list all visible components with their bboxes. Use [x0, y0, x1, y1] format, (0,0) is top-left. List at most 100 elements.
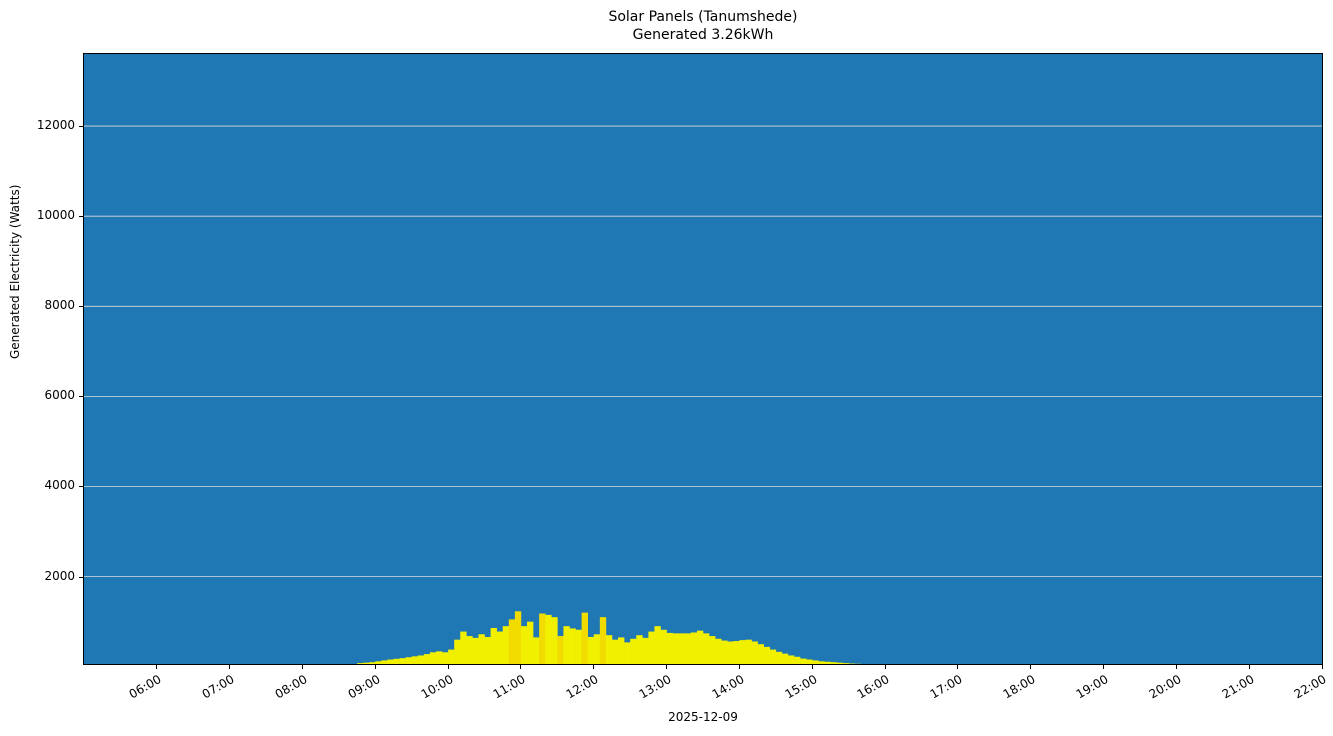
data-bar — [599, 617, 607, 664]
data-bar — [818, 661, 825, 664]
x-tick-mark — [520, 665, 522, 669]
chart-title-line1: Solar Panels (Tanumshede) — [608, 9, 798, 25]
x-tick-mark — [229, 665, 231, 669]
data-bar — [715, 638, 722, 664]
y-tick-mark — [79, 576, 83, 578]
data-bar — [448, 649, 455, 664]
data-bar — [381, 660, 388, 664]
data-bar — [557, 636, 564, 664]
data-bar — [508, 619, 516, 664]
data-bar — [575, 629, 582, 664]
data-bar — [794, 656, 801, 664]
data-bar — [514, 611, 522, 664]
x-tick-mark — [447, 665, 449, 669]
data-bar — [411, 656, 419, 664]
x-tick-mark — [374, 665, 376, 669]
data-bar — [727, 641, 734, 664]
data-bar — [533, 637, 540, 664]
x-tick-mark — [738, 665, 740, 669]
x-tick-mark — [1248, 665, 1250, 669]
data-bar — [478, 634, 485, 664]
data-bar — [836, 662, 843, 664]
data-bar — [429, 652, 437, 664]
x-tick-mark — [957, 665, 959, 669]
data-bar — [502, 626, 510, 664]
x-tick-label: 18:00 — [1000, 672, 1038, 702]
x-tick-mark — [884, 665, 886, 669]
data-bar — [806, 659, 813, 664]
x-tick-label: 15:00 — [782, 672, 820, 702]
data-bar — [496, 631, 504, 664]
data-bar — [417, 655, 425, 664]
data-bar — [666, 632, 673, 664]
chart-title: Solar Panels (Tanumshede) Generated 3.26… — [83, 8, 1323, 44]
x-tick-label: 19:00 — [1073, 672, 1111, 702]
data-bar — [830, 662, 837, 664]
data-bar — [605, 635, 613, 664]
y-tick-label: 12000 — [36, 118, 75, 133]
y-tick-mark — [79, 306, 83, 308]
data-bar — [405, 657, 413, 664]
data-bar — [618, 637, 625, 664]
data-bar — [660, 629, 667, 664]
x-tick-mark — [1321, 665, 1323, 669]
data-bar — [399, 658, 406, 664]
plot-background — [84, 54, 1322, 664]
data-bar — [587, 636, 595, 664]
data-bar — [824, 661, 831, 664]
data-bar — [630, 638, 637, 664]
bar-series — [84, 54, 1322, 664]
data-bar — [387, 659, 394, 664]
data-bar — [484, 636, 491, 664]
x-tick-label: 16:00 — [855, 672, 893, 702]
data-bar — [812, 660, 819, 664]
data-bar — [684, 633, 692, 664]
data-bar — [781, 653, 789, 664]
data-bar — [472, 637, 479, 664]
data-bar — [369, 662, 376, 664]
data-bar — [423, 654, 431, 664]
x-tick-label: 12:00 — [563, 672, 601, 702]
data-bar — [636, 635, 643, 664]
x-tick-label: 11:00 — [490, 672, 528, 702]
x-tick-label: 06:00 — [126, 672, 164, 702]
data-bar — [563, 626, 570, 664]
data-bar — [690, 632, 698, 664]
y-tick-mark — [79, 396, 83, 398]
data-bar — [490, 627, 497, 664]
x-tick-label: 20:00 — [1146, 672, 1184, 702]
x-tick-label: 09:00 — [345, 672, 383, 702]
y-tick-label: 8000 — [44, 298, 75, 313]
data-bar — [678, 633, 686, 664]
y-tick-label: 4000 — [44, 478, 75, 493]
x-tick-label: 14:00 — [709, 672, 747, 702]
data-bar — [569, 628, 576, 664]
data-bar — [757, 644, 764, 664]
y-tick-label: 2000 — [44, 568, 75, 583]
data-bar — [581, 612, 588, 664]
data-bar — [551, 617, 558, 664]
data-bar — [654, 626, 661, 664]
data-bar — [363, 662, 370, 664]
x-tick-label: 22:00 — [1292, 672, 1329, 702]
data-bar — [611, 639, 619, 664]
x-tick-label: 13:00 — [636, 672, 674, 702]
x-tick-mark — [666, 665, 668, 669]
data-bar — [442, 652, 449, 664]
data-bar — [739, 640, 746, 664]
x-tick-label: 17:00 — [927, 672, 965, 702]
data-bar — [375, 661, 382, 664]
y-tick-mark — [79, 126, 83, 128]
data-bar — [593, 634, 601, 664]
data-bar — [800, 658, 807, 664]
x-axis-label: 2025-12-09 — [668, 710, 738, 724]
data-bar — [539, 613, 546, 664]
x-tick-mark — [301, 665, 303, 669]
data-bar — [721, 640, 728, 664]
data-bar — [435, 651, 443, 664]
x-tick-mark — [1175, 665, 1177, 669]
data-bar — [545, 614, 552, 664]
x-tick-mark — [811, 665, 813, 669]
y-tick-label: 10000 — [36, 208, 75, 223]
y-tick-mark — [79, 216, 83, 218]
